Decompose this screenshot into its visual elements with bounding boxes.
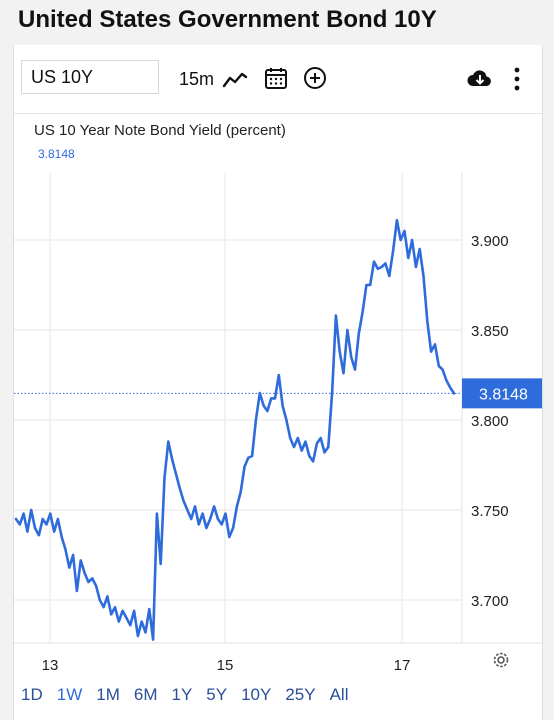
last-value-badge	[462, 378, 542, 409]
download-icon[interactable]	[466, 68, 494, 90]
chart-toolbar: US 10Y 15m	[14, 45, 542, 114]
series-line[interactable]	[14, 218, 456, 641]
range-button-6m[interactable]: 6M	[133, 685, 158, 704]
last-value-label: 3.8148	[479, 386, 528, 403]
page-title: United States Government Bond 10Y	[18, 6, 437, 33]
x-tick-label: 13	[42, 657, 59, 674]
range-button-10y[interactable]: 10Y	[241, 685, 272, 704]
interval-selector[interactable]: 15m	[179, 69, 215, 89]
range-button-1w[interactable]: 1W	[56, 685, 83, 704]
range-button-1y[interactable]: 1Y	[171, 685, 193, 704]
x-tick-label: 17	[394, 657, 411, 674]
chart-last-value: 3.8148	[38, 147, 75, 161]
y-tick-label: 3.900	[471, 233, 509, 250]
line-chart[interactable]: 3.700 3.750 3.800 3.850 3.900 13 15 17 3.8148	[14, 113, 542, 693]
symbol-input[interactable]: US 10Y	[21, 60, 159, 94]
x-tick-label: 15	[217, 657, 234, 674]
y-tick-label: 3.800	[471, 413, 509, 430]
range-button-25y[interactable]: 25Y	[285, 685, 316, 704]
calendar-icon[interactable]	[264, 66, 288, 90]
chart-title: US 10 Year Note Bond Yield (percent)	[34, 122, 286, 139]
y-tick-label: 3.700	[471, 593, 509, 610]
more-options-icon[interactable]	[511, 66, 523, 92]
range-button-1m[interactable]: 1M	[96, 685, 120, 704]
range-button-1d[interactable]: 1D	[21, 685, 43, 704]
add-indicator-icon[interactable]	[303, 66, 327, 90]
settings-gear-icon[interactable]	[491, 650, 511, 670]
range-button-5y[interactable]: 5Y	[206, 685, 228, 704]
range-selector: 1D 1W 1M 6M 1Y 5Y 10Y 25Y All	[21, 685, 362, 705]
chart-style-icon[interactable]	[222, 69, 248, 89]
y-tick-label: 3.750	[471, 503, 509, 520]
chart-widget: US 10Y 15m US 10 Year N	[13, 45, 543, 720]
range-button-all[interactable]: All	[329, 685, 349, 704]
y-tick-label: 3.850	[471, 323, 509, 340]
